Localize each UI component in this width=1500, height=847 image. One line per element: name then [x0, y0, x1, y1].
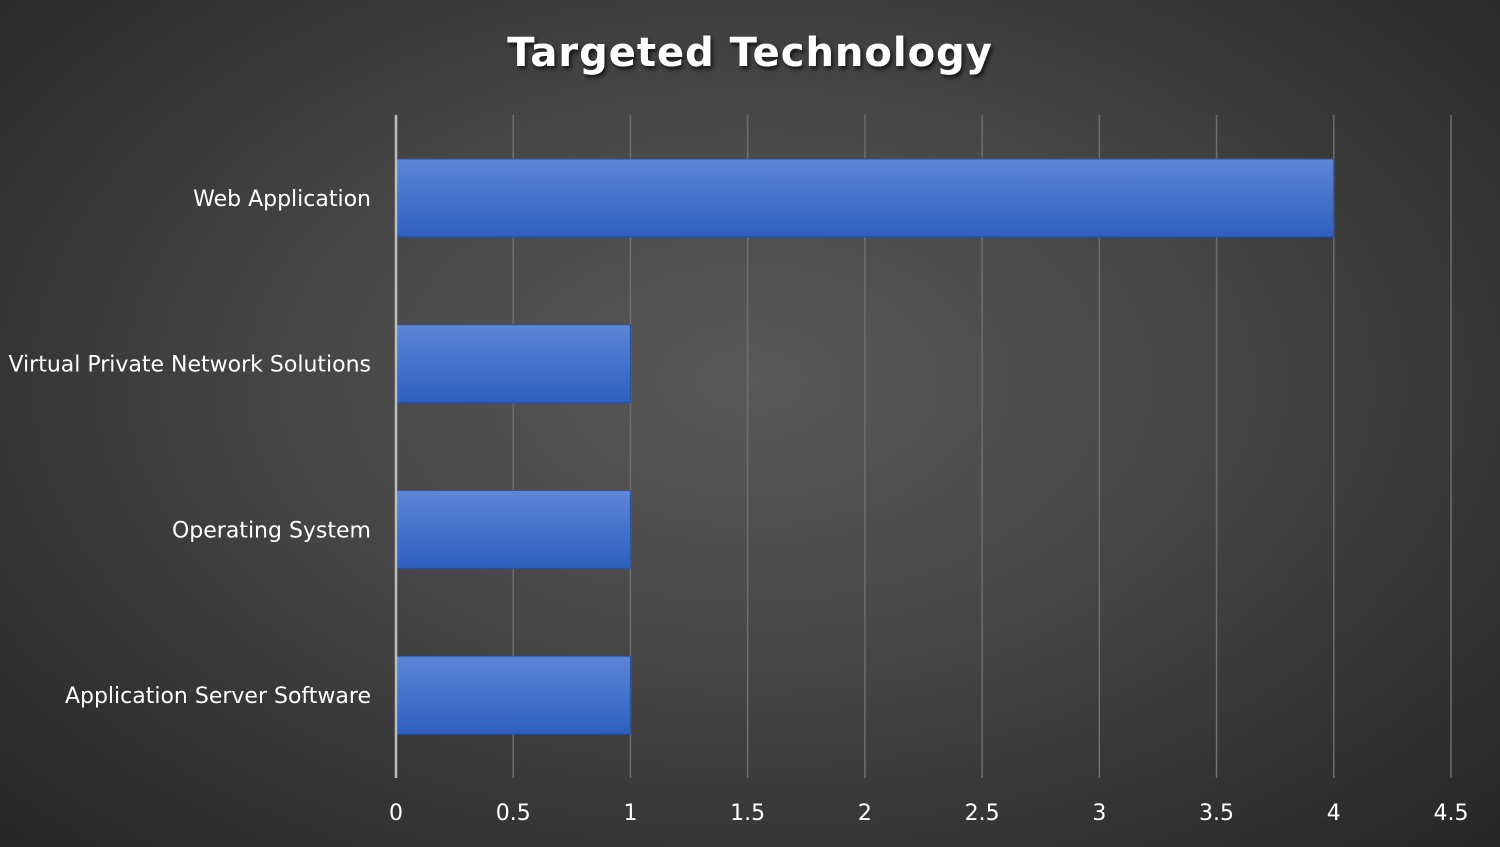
x-tick-label: 1	[623, 801, 637, 826]
x-tick-labels: 0 0.5 1 1.5 2 2.5 3 3.5 4 4.5	[389, 801, 1469, 826]
bar	[395, 324, 631, 404]
x-tick-label: 2	[858, 801, 872, 826]
x-tick-label: 0	[389, 801, 403, 826]
category-label: Virtual Private Network Solutions	[8, 353, 371, 378]
x-tick-label: 3	[1092, 801, 1106, 826]
x-tick-label: 0.5	[496, 801, 531, 826]
x-tick-label: 2.5	[965, 801, 1000, 826]
chart-title: Targeted Technology	[507, 30, 993, 76]
bar	[395, 655, 631, 735]
bar	[395, 158, 1335, 238]
x-tick-label: 1.5	[730, 801, 765, 826]
bars	[395, 158, 1335, 735]
category-label: Operating System	[172, 518, 371, 543]
x-tick-label: 4	[1327, 801, 1341, 826]
category-label: Web Application	[193, 187, 371, 212]
x-tick-label: 4.5	[1434, 801, 1469, 826]
category-labels: Web Application Virtual Private Network S…	[8, 187, 371, 709]
bar	[395, 489, 631, 569]
category-label: Application Server Software	[65, 684, 371, 709]
x-tick-label: 3.5	[1199, 801, 1234, 826]
